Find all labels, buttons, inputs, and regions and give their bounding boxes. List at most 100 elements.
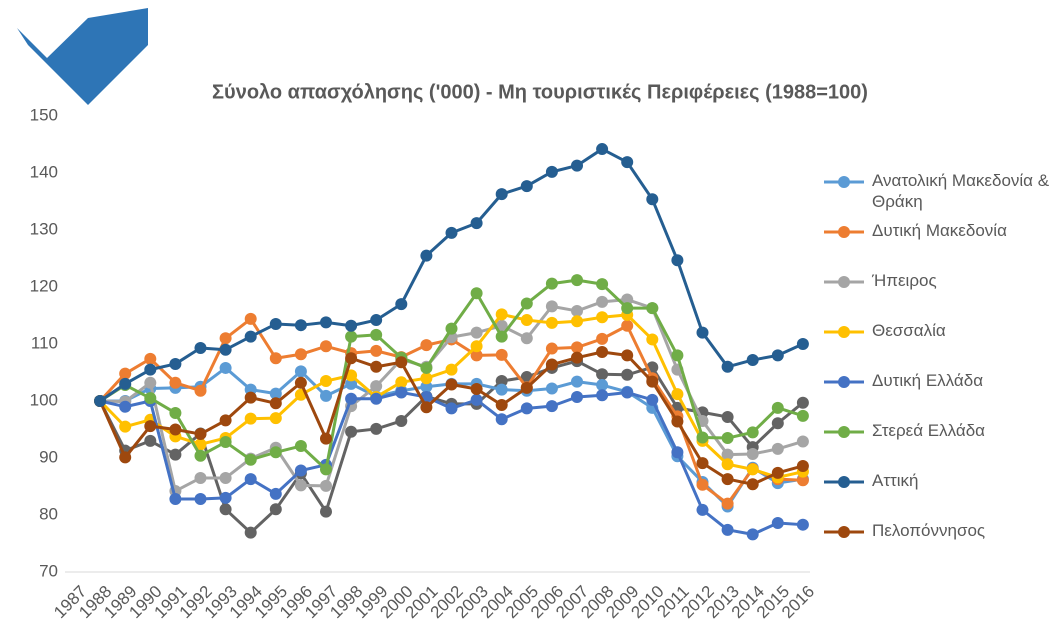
- data-point: [495, 375, 508, 388]
- data-point: [596, 278, 609, 291]
- data-point: [495, 188, 508, 201]
- data-point: [545, 316, 558, 329]
- data-point: [194, 438, 207, 451]
- data-point: [420, 380, 433, 393]
- data-point: [269, 446, 282, 459]
- data-point: [545, 382, 558, 395]
- data-point: [320, 316, 332, 329]
- legend-label: Ήπειρος: [872, 271, 937, 290]
- data-point: [796, 396, 809, 409]
- legend-item: Θεσσαλία: [822, 320, 946, 341]
- y-tick-label: 130: [30, 219, 58, 238]
- legend-marker: [838, 476, 850, 488]
- data-point: [696, 478, 709, 491]
- data-point: [244, 412, 257, 425]
- legend-marker: [838, 526, 850, 538]
- legend-label: Πελοπόννησος: [872, 521, 986, 540]
- data-point: [796, 338, 809, 350]
- data-point: [119, 420, 132, 433]
- data-point: [144, 376, 157, 389]
- data-point: [646, 193, 659, 206]
- data-point: [621, 319, 634, 332]
- data-point: [244, 526, 257, 539]
- series-line: [99, 147, 804, 403]
- data-point: [244, 453, 257, 466]
- data-point: [144, 352, 157, 365]
- legend-label: Δυτική Ελλάδα: [872, 371, 984, 390]
- data-point: [395, 356, 408, 369]
- data-point: [320, 505, 332, 518]
- data-point: [345, 352, 358, 365]
- data-point: [520, 314, 533, 327]
- data-point: [219, 332, 232, 345]
- data-point: [420, 372, 433, 385]
- data-point: [671, 446, 684, 459]
- legend-label: Θεσσαλία: [872, 321, 946, 340]
- data-point: [746, 448, 759, 461]
- data-point: [445, 402, 458, 415]
- data-point: [294, 319, 307, 332]
- data-point: [194, 471, 207, 484]
- data-point: [370, 392, 383, 405]
- legend-marker: [838, 276, 850, 288]
- data-point: [495, 348, 508, 361]
- data-point: [520, 381, 533, 394]
- data-point: [320, 375, 332, 388]
- data-point: [320, 479, 332, 492]
- data-point: [646, 375, 659, 388]
- legend-swatch: [824, 176, 864, 188]
- data-point: [194, 449, 207, 462]
- data-point: [269, 318, 282, 331]
- chevron-icon: [17, 8, 148, 105]
- legend-item: Ήπειρος: [822, 270, 937, 291]
- data-point: [370, 344, 383, 357]
- data-point: [370, 360, 383, 373]
- data-point: [495, 398, 508, 411]
- y-tick-label: 150: [30, 105, 58, 124]
- data-point: [395, 414, 408, 427]
- data-point: [545, 342, 558, 355]
- data-point: [545, 400, 558, 413]
- data-point: [520, 180, 533, 193]
- data-point: [144, 392, 157, 405]
- data-point: [244, 312, 257, 325]
- data-point: [420, 401, 433, 414]
- data-point: [771, 417, 784, 430]
- y-tick-label: 140: [30, 162, 58, 181]
- legend-marker: [838, 376, 850, 388]
- data-point: [671, 415, 684, 428]
- data-point: [796, 459, 809, 472]
- data-point: [169, 357, 182, 370]
- data-point: [219, 414, 232, 427]
- legend-label: Δυτική Μακεδονία: [872, 221, 1007, 240]
- data-point: [495, 383, 508, 396]
- data-point: [571, 341, 583, 354]
- legend-swatch: [824, 326, 864, 338]
- data-point: [320, 340, 332, 353]
- data-point: [345, 330, 358, 343]
- data-point: [621, 386, 634, 399]
- data-point: [470, 217, 483, 230]
- data-point: [571, 375, 583, 388]
- legend-label: Αττική: [872, 471, 919, 490]
- data-point: [571, 351, 583, 364]
- legend-marker: [838, 326, 850, 338]
- data-point: [646, 302, 659, 315]
- data-point: [470, 340, 483, 353]
- data-point: [320, 463, 332, 476]
- data-point: [721, 448, 734, 461]
- data-point: [470, 287, 483, 300]
- legend-label: Στερεά Ελλάδα: [872, 421, 985, 440]
- legend-swatch: [824, 526, 864, 538]
- data-point: [520, 402, 533, 415]
- data-point: [621, 156, 634, 169]
- data-point: [269, 397, 282, 410]
- data-point: [621, 368, 634, 381]
- legend-item: Δυτική Μακεδονία: [822, 220, 1007, 241]
- data-point: [571, 304, 583, 317]
- data-point: [345, 319, 358, 332]
- data-point: [520, 297, 533, 310]
- data-point: [721, 497, 734, 510]
- data-point: [294, 365, 307, 378]
